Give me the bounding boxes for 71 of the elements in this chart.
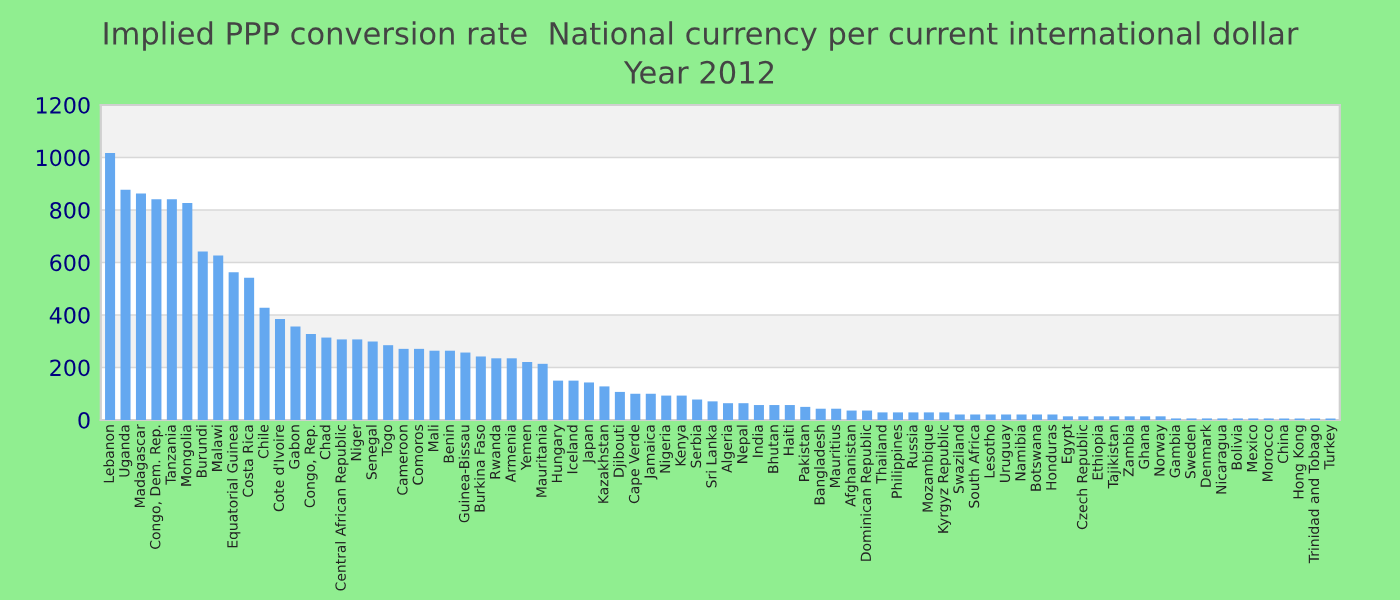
bar [645, 393, 656, 420]
bar [985, 414, 996, 420]
bar [460, 352, 471, 420]
bar [429, 350, 440, 420]
bar [553, 380, 564, 420]
bar [522, 361, 533, 420]
bar [120, 189, 131, 420]
bar [336, 339, 347, 420]
bar [599, 386, 610, 420]
bar [151, 199, 162, 420]
bar [259, 307, 270, 420]
bar [862, 410, 873, 420]
bar [414, 348, 425, 420]
bar [892, 412, 903, 420]
bar [290, 326, 301, 420]
bar [661, 395, 672, 420]
bar [908, 412, 919, 420]
bar [1016, 414, 1027, 420]
bar [475, 356, 486, 420]
bar [274, 318, 286, 420]
bar [506, 358, 517, 420]
y-tick-label: 800 [50, 201, 90, 219]
y-tick-label: 600 [50, 254, 90, 272]
bar [723, 403, 734, 420]
bar [197, 251, 208, 420]
bar [939, 412, 950, 420]
bar [923, 412, 934, 420]
bar [954, 414, 965, 420]
bar [367, 341, 378, 420]
bar [583, 382, 595, 420]
bar [846, 410, 857, 420]
bar [537, 363, 548, 420]
bar [769, 405, 780, 420]
bar [244, 277, 255, 420]
y-tick-label: 1200 [36, 96, 90, 114]
bar [491, 358, 502, 420]
bar [105, 153, 116, 420]
y-tick-label: 400 [49, 306, 90, 324]
bar [135, 193, 146, 420]
bar [182, 202, 193, 420]
bar [352, 339, 363, 420]
bar [676, 395, 687, 420]
bar [707, 401, 718, 420]
bar [444, 350, 455, 420]
bar [1001, 414, 1012, 420]
bar [614, 391, 625, 420]
bar [738, 403, 749, 420]
bar [877, 412, 888, 420]
chart-title: Implied PPP conversion rate National currency per current international dollar [104, 21, 1299, 51]
bar [568, 380, 579, 420]
bar [970, 414, 981, 420]
bar [305, 333, 316, 420]
bar [800, 406, 811, 420]
bar [831, 408, 842, 420]
bar [630, 393, 641, 420]
bar [321, 337, 332, 420]
bar [1047, 414, 1058, 420]
bar [398, 348, 409, 420]
y-tick-label: 200 [50, 359, 90, 377]
bar [753, 405, 764, 420]
bar [815, 408, 826, 420]
y-tick-label: 0 [78, 411, 90, 429]
bar [692, 399, 703, 420]
bar [228, 272, 239, 420]
bar [166, 199, 177, 420]
bar [383, 345, 394, 420]
y-tick-label: 1000 [36, 149, 90, 167]
bar [213, 255, 224, 420]
bar [1031, 414, 1043, 420]
chart-subtitle: Year 2012 [623, 60, 774, 84]
bar [784, 405, 795, 420]
